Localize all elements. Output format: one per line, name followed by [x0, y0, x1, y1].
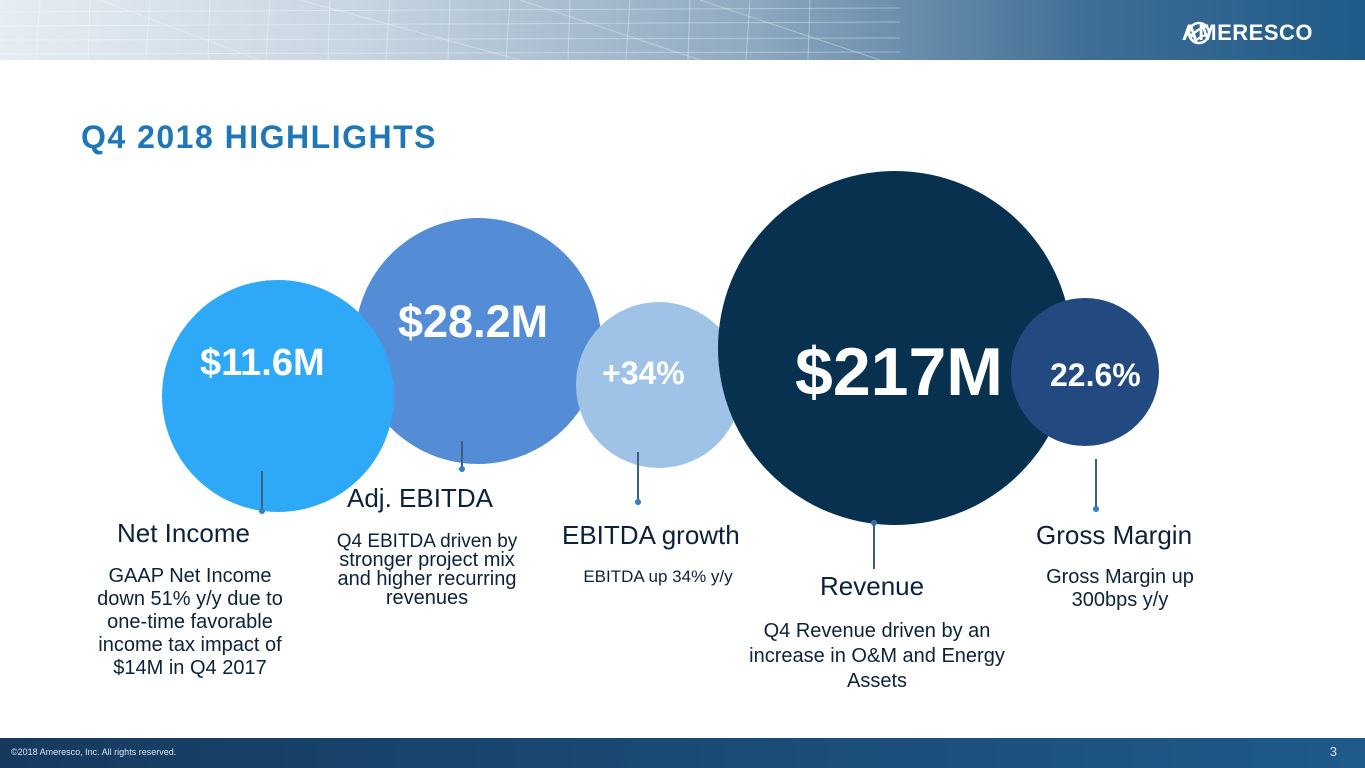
adj-ebitda-desc-line: and higher recurring [337, 568, 517, 590]
ebitda-growth-value: +34% [602, 355, 685, 391]
net-income-description: GAAP Net Income down 51% y/y due to one-… [70, 565, 310, 680]
gross-margin-description: Gross Margin up 300bps y/y [1010, 566, 1230, 612]
page-number: 3 [1329, 744, 1337, 759]
net-income-desc-line: $14M in Q4 2017 [113, 657, 267, 679]
header-banner: AMERESCO [0, 0, 1365, 60]
net-income-label: Net Income [117, 518, 250, 548]
globe-logo-icon [1187, 21, 1211, 45]
gross-margin-connector-dot [1093, 506, 1099, 512]
ebitda-growth-connector [637, 452, 639, 502]
copyright-text: ©2018 Ameresco, Inc. All rights reserved… [11, 747, 177, 757]
net-income-desc-line: one-time favorable [107, 611, 273, 633]
adj-ebitda-value: $28.2M [398, 296, 549, 347]
revenue-connector [873, 521, 875, 569]
revenue-description: Q4 Revenue driven by an increase in O&M … [717, 619, 1037, 694]
revenue-desc-line: Q4 Revenue driven by an [763, 620, 991, 642]
adj-ebitda-desc-line: revenues [385, 587, 469, 609]
net-income-desc-line: down 51% y/y due to [97, 588, 283, 610]
header-grid-pattern [0, 0, 901, 60]
revenue-desc-line: Assets [846, 670, 908, 692]
gross-margin-circle [1011, 298, 1159, 446]
footer-bar: ©2018 Ameresco, Inc. All rights reserved… [0, 738, 1365, 768]
gross-margin-label: Gross Margin [1036, 520, 1193, 550]
adj-ebitda-connector-dot [459, 466, 465, 472]
adj-ebitda-connector [461, 441, 463, 469]
net-income-desc-line: GAAP Net Income [108, 565, 272, 587]
revenue-circle [718, 171, 1072, 525]
gross-margin-desc-line: 300bps y/y [1071, 589, 1169, 611]
revenue-desc-line: increase in O&M and Energy [749, 645, 1005, 667]
adj-ebitda-desc-line: Q4 EBITDA driven by [336, 531, 518, 552]
net-income-circle [162, 280, 394, 512]
ebitda-growth-description: EBITDA up 34% y/y [548, 565, 768, 588]
adj-ebitda-label: Adj. EBITDA [347, 483, 493, 513]
ameresco-logo: AMERESCO [1182, 20, 1313, 46]
adj-ebitda-circle [355, 218, 601, 464]
ebitda-growth-desc-line: EBITDA up 34% y/y [583, 567, 733, 586]
adj-ebitda-description: Q4 EBITDA driven by stronger project mix… [307, 530, 547, 610]
net-income-connector [261, 471, 263, 511]
net-income-connector-dot [259, 508, 265, 514]
net-income-desc-line: income tax impact of [98, 634, 282, 656]
revenue-value: $217M [795, 334, 1003, 410]
gross-margin-connector [1095, 459, 1097, 509]
net-income-value: $11.6M [200, 342, 325, 384]
slide-title: Q4 2018 HIGHLIGHTS [81, 119, 437, 155]
gross-margin-desc-line: Gross Margin up [1046, 566, 1194, 588]
adj-ebitda-desc-line: stronger project mix [339, 549, 515, 571]
ebitda-growth-circle [576, 302, 742, 468]
revenue-label: Revenue [820, 571, 925, 601]
gross-margin-value: 22.6% [1050, 357, 1141, 393]
ebitda-growth-label: EBITDA growth [562, 520, 740, 550]
ebitda-growth-connector-dot [635, 499, 641, 505]
